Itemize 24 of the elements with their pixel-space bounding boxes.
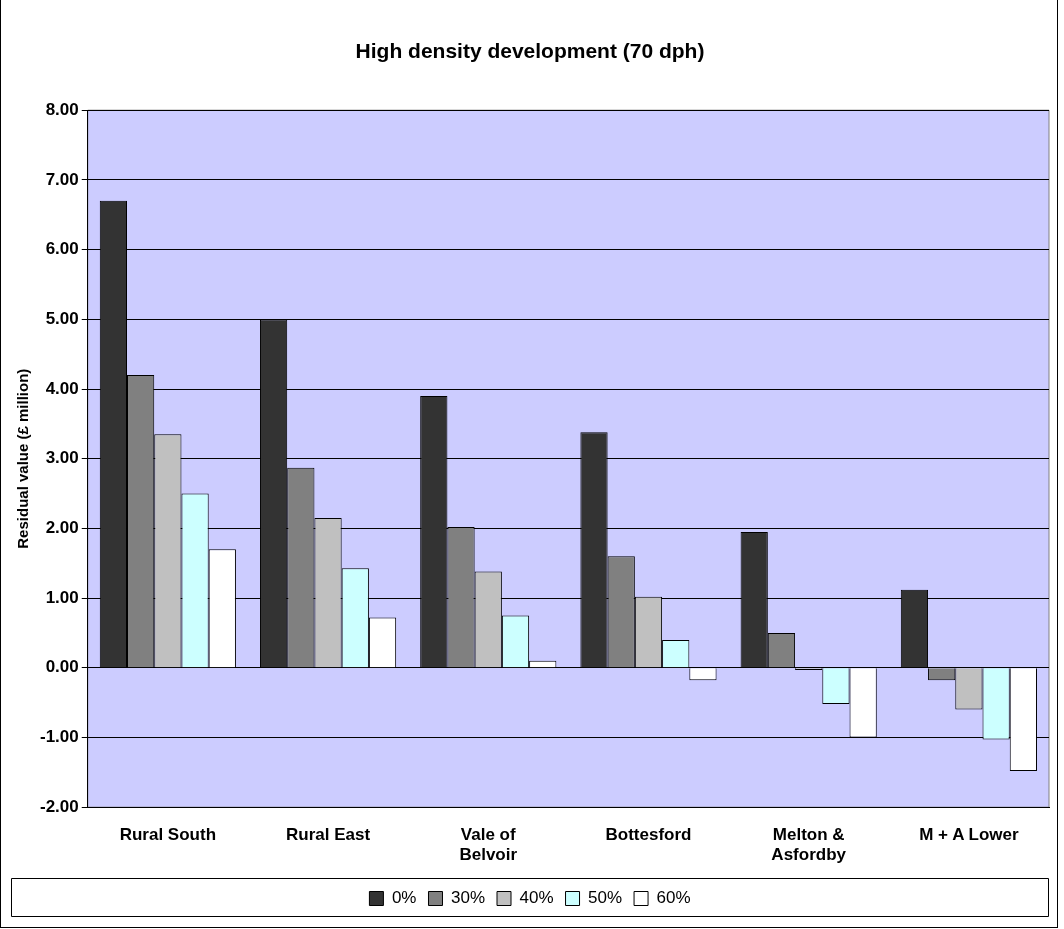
y-tick-label: 8.00	[45, 99, 79, 119]
x-tick-label: Melton & Asfordby	[771, 825, 847, 865]
legend-label: 0%	[391, 888, 417, 908]
legend-label: 60%	[656, 888, 691, 908]
y-tick-label: 0.00	[45, 657, 79, 677]
y-tick-label: 7.00	[45, 169, 79, 189]
x-tick-label: Bottesford	[605, 825, 692, 845]
y-tick-label: -1.00	[40, 727, 79, 747]
legend-label: 40%	[519, 888, 554, 908]
y-axis-title: Residual value (£ million)	[14, 368, 32, 549]
y-tick-label: 5.00	[45, 308, 79, 328]
x-tick-label: Rural South	[119, 825, 217, 845]
y-tick-label: 4.00	[45, 378, 79, 398]
y-tick-label: 1.00	[45, 587, 79, 607]
chart-title: High density development (70 dph)	[355, 39, 705, 63]
x-tick-label: M + A Lower	[919, 825, 1019, 845]
x-tick-label: Vale of Belvoir	[459, 825, 518, 865]
y-tick-label: 6.00	[45, 239, 79, 259]
y-tick-label: 3.00	[45, 448, 79, 468]
legend-label: 50%	[588, 888, 623, 908]
y-tick-label: 2.00	[45, 518, 79, 538]
legend-label: 30%	[450, 888, 486, 908]
x-tick-label: Rural East	[286, 825, 371, 845]
y-tick-label: -2.00	[40, 796, 79, 816]
